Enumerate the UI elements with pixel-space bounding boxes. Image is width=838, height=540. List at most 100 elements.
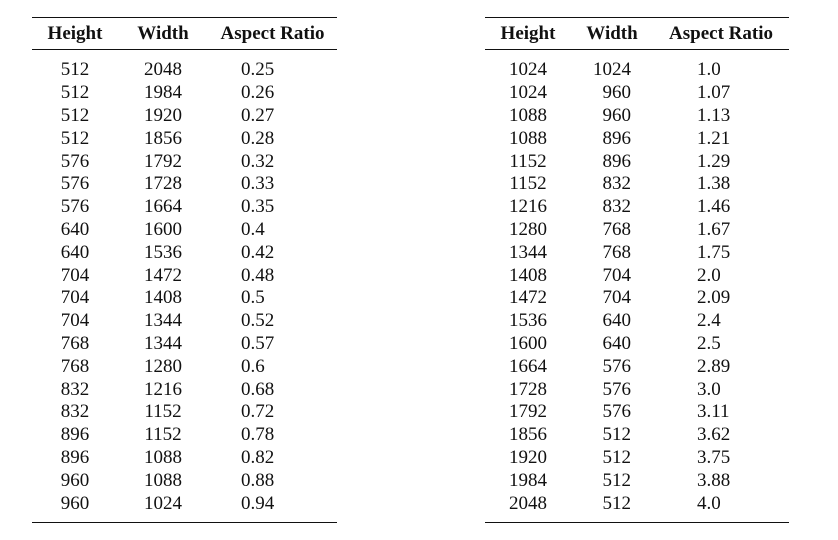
cell-height: 576	[60, 150, 90, 172]
cell-aspect-ratio: 1.29	[697, 150, 731, 172]
cell-aspect-ratio: 3.88	[697, 469, 731, 491]
cell-aspect-ratio: 0.88	[241, 469, 275, 491]
cell-width: 1344	[144, 310, 182, 332]
cell-width: 1152	[144, 424, 182, 446]
cell-aspect-ratio: 1.07	[697, 82, 731, 104]
cell-aspect-ratio: 2.0	[697, 264, 721, 286]
cell-aspect-ratio: 4.0	[697, 492, 721, 514]
table-row: 512 2048 0.25	[32, 50, 337, 82]
table-row: 1088 896 1.21	[485, 127, 789, 150]
cell-aspect-ratio: 0.94	[241, 492, 275, 514]
cell-width: 896	[602, 127, 632, 149]
table-row: 1600 640 2.5	[485, 333, 789, 356]
table-row: 1792 576 3.11	[485, 401, 789, 424]
table-row: 1472 704 2.09	[485, 287, 789, 310]
cell-height: 768	[60, 355, 90, 377]
aspect-ratio-table-left: Height Width Aspect Ratio 512 2048 0.25 512…	[32, 17, 337, 523]
cell-width: 960	[602, 104, 632, 126]
cell-width: 704	[602, 287, 632, 309]
table-row: 960 1024 0.94	[32, 492, 337, 523]
cell-height: 1920	[509, 446, 547, 468]
cell-height: 2048	[509, 492, 547, 514]
cell-aspect-ratio: 0.48	[241, 264, 275, 286]
header-width: Width	[586, 22, 638, 44]
table-row: 704 1472 0.48	[32, 264, 337, 287]
cell-height: 512	[60, 127, 90, 149]
cell-width: 512	[602, 469, 632, 491]
cell-aspect-ratio: 2.89	[697, 355, 731, 377]
cell-width: 640	[602, 332, 632, 354]
header-row: Height Width Aspect Ratio	[485, 17, 789, 50]
cell-aspect-ratio: 3.0	[697, 378, 721, 400]
table-row: 512 1856 0.28	[32, 127, 337, 150]
cell-height: 1152	[509, 173, 547, 195]
cell-height: 960	[60, 469, 90, 491]
cell-width: 1600	[144, 218, 182, 240]
table-row: 896 1152 0.78	[32, 424, 337, 447]
cell-height: 704	[60, 287, 90, 309]
cell-height: 960	[60, 492, 90, 514]
cell-width: 704	[602, 264, 632, 286]
cell-height: 1472	[509, 287, 547, 309]
table-row: 1664 576 2.89	[485, 355, 789, 378]
cell-aspect-ratio: 0.72	[241, 401, 275, 423]
cell-height: 832	[60, 378, 90, 400]
table-row: 640 1600 0.4	[32, 219, 337, 242]
cell-height: 1728	[509, 378, 547, 400]
table-row: 832 1216 0.68	[32, 378, 337, 401]
cell-aspect-ratio: 2.09	[697, 287, 731, 309]
table-row: 1152 896 1.29	[485, 150, 789, 173]
cell-width: 832	[602, 173, 632, 195]
cell-aspect-ratio: 1.13	[697, 104, 731, 126]
cell-aspect-ratio: 0.52	[241, 310, 275, 332]
table-row: 512 1920 0.27	[32, 105, 337, 128]
cell-aspect-ratio: 0.57	[241, 332, 275, 354]
cell-width: 1920	[144, 104, 182, 126]
cell-height: 896	[60, 446, 90, 468]
table-row: 1536 640 2.4	[485, 310, 789, 333]
cell-width: 1728	[144, 173, 182, 195]
table-row: 576 1664 0.35	[32, 196, 337, 219]
cell-aspect-ratio: 1.21	[697, 127, 731, 149]
table-row: 768 1344 0.57	[32, 333, 337, 356]
cell-width: 512	[602, 424, 632, 446]
table-row: 768 1280 0.6	[32, 355, 337, 378]
cell-width: 960	[602, 82, 632, 104]
table-row: 1152 832 1.38	[485, 173, 789, 196]
cell-height: 640	[60, 241, 90, 263]
cell-height: 1408	[509, 264, 547, 286]
table-row: 1088 960 1.13	[485, 105, 789, 128]
cell-height: 640	[60, 218, 90, 240]
cell-aspect-ratio: 0.5	[241, 287, 265, 309]
table-body: 512 2048 0.25 512 1984 0.26 512 1920 0.27 512 1856…	[32, 50, 337, 523]
table-row: 896 1088 0.82	[32, 447, 337, 470]
cell-height: 512	[60, 82, 90, 104]
cell-height: 1792	[509, 401, 547, 423]
cell-width: 768	[602, 241, 632, 263]
cell-width: 1024	[593, 59, 631, 81]
table-row: 1408 704 2.0	[485, 264, 789, 287]
table-row: 1856 512 3.62	[485, 424, 789, 447]
cell-aspect-ratio: 1.46	[697, 196, 731, 218]
cell-aspect-ratio: 0.33	[241, 173, 275, 195]
table-row: 1024 960 1.07	[485, 82, 789, 105]
cell-height: 1088	[509, 127, 547, 149]
cell-aspect-ratio: 1.67	[697, 218, 731, 240]
table-row: 512 1984 0.26	[32, 82, 337, 105]
cell-aspect-ratio: 0.78	[241, 424, 275, 446]
cell-width: 2048	[144, 59, 182, 81]
table-row: 1024 1024 1.0	[485, 50, 789, 82]
cell-height: 1600	[509, 332, 547, 354]
cell-width: 1344	[144, 332, 182, 354]
cell-width: 896	[602, 150, 632, 172]
table-row: 960 1088 0.88	[32, 469, 337, 492]
table-row: 704 1344 0.52	[32, 310, 337, 333]
cell-height: 768	[60, 332, 90, 354]
cell-width: 576	[602, 401, 632, 423]
header-width: Width	[137, 22, 189, 44]
cell-aspect-ratio: 1.38	[697, 173, 731, 195]
table-row: 576 1728 0.33	[32, 173, 337, 196]
table-row: 640 1536 0.42	[32, 241, 337, 264]
cell-height: 1984	[509, 469, 547, 491]
table-row: 1984 512 3.88	[485, 469, 789, 492]
